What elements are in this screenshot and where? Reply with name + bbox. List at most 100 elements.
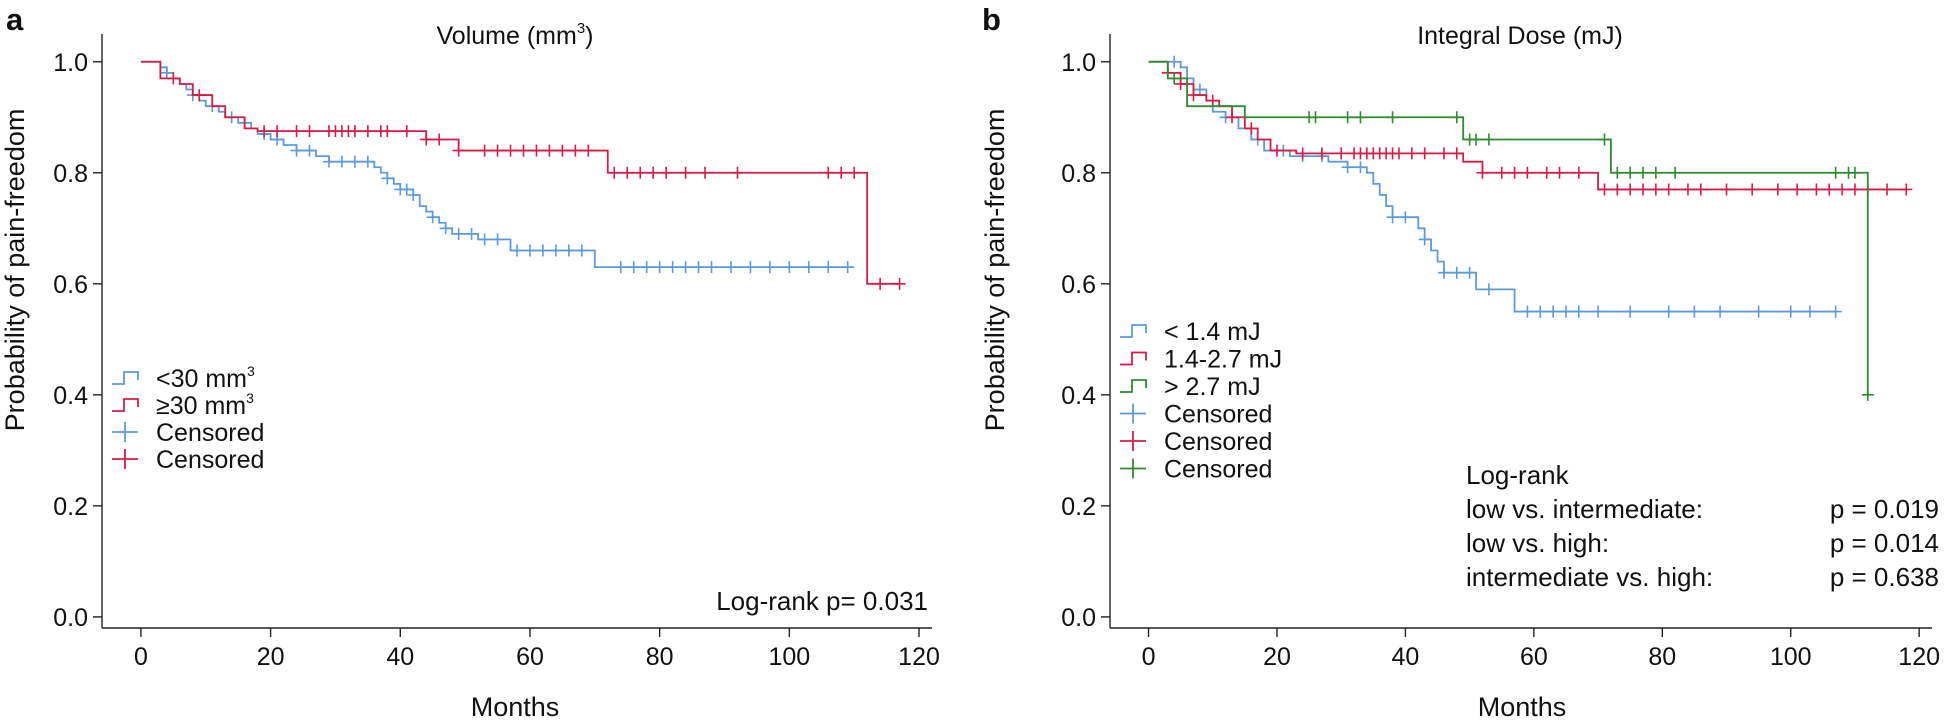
censor-mark-blue (407, 188, 420, 201)
x-tick-label: 20 (257, 643, 285, 671)
panel-a-y-axis-label: Probability of pain-freedom (0, 109, 30, 432)
censor-mark-blue (1450, 266, 1463, 279)
censor-mark-red (290, 125, 303, 138)
legend-label-text: < 1.4 mJ (1164, 318, 1261, 346)
censor-mark-red (1437, 147, 1450, 160)
censor-mark-blue (1341, 161, 1354, 174)
panel-a-logrank-text: Log-rank p= 0.031 (716, 586, 928, 616)
censor-mark-red (530, 144, 543, 157)
panel-b-x-ticks: 0 20 40 60 80 100 120 (1142, 628, 1940, 671)
censor-mark-green (1669, 166, 1682, 179)
y-tick-label: 0.8 (53, 160, 88, 188)
censor-mark-green (1354, 111, 1367, 124)
censor-mark-blue (1662, 305, 1675, 318)
censor-mark-red (1392, 147, 1405, 160)
censor-mark-red (1848, 183, 1861, 196)
censor-mark-red (582, 144, 595, 157)
panel-b-x-axis-label: Months (1478, 692, 1567, 722)
censor-mark-red (1637, 183, 1650, 196)
censor-mark-red (167, 72, 180, 85)
censor-mark-red (433, 133, 446, 146)
legend-step-symbol-red (112, 398, 139, 412)
legend-label: Censored (1164, 428, 1272, 456)
y-tick-label: 0.8 (1061, 160, 1096, 188)
censor-mark-blue (679, 261, 692, 274)
legend-label: ≥30 mm3 (156, 390, 254, 420)
censor-mark-red (679, 166, 692, 179)
censor-mark-green (1637, 166, 1650, 179)
censor-mark-red (848, 166, 861, 179)
x-tick-label: 80 (1648, 643, 1676, 671)
censor-mark-red (1746, 183, 1759, 196)
censor-mark-blue (744, 261, 757, 274)
censor-mark-red (478, 144, 491, 157)
censor-mark-red (1495, 166, 1508, 179)
censor-mark-red (1270, 144, 1283, 157)
x-tick-label: 40 (1392, 643, 1420, 671)
panel-a-stats: Log-rank p= 0.031 (716, 586, 928, 616)
panel-a-x-ticks: 0 20 40 60 80 100 120 (134, 628, 940, 671)
censor-mark-red (822, 166, 835, 179)
x-tick-label: 20 (1263, 643, 1291, 671)
censor-mark-red (193, 89, 206, 102)
censor-mark-blue (575, 244, 588, 257)
censor-mark-red (1508, 166, 1521, 179)
legend-label: > 2.7 mJ (1164, 373, 1261, 401)
survival-curve-green (1148, 60, 1869, 395)
x-tick-label: 100 (1770, 643, 1812, 671)
censor-mark-blue (1521, 305, 1534, 318)
censor-mark-blue (1803, 305, 1816, 318)
legend-label-text: <30 mm (156, 365, 247, 393)
censor-mark-red (1611, 183, 1624, 196)
censor-mark-blue (1829, 305, 1842, 318)
censor-mark-red (569, 144, 582, 157)
censor-mark-blue (303, 144, 316, 157)
censor-mark-red (517, 144, 530, 157)
survival-curve-red (140, 60, 900, 285)
censor-mark-red (491, 144, 504, 157)
panel-a-series (140, 60, 906, 290)
legend-label: Censored (156, 446, 264, 474)
panel-b-y-axis-label: Probability of pain-freedom (980, 109, 1010, 432)
censor-mark-red (835, 166, 848, 179)
y-tick-label: 0.4 (1061, 382, 1096, 410)
panel-a-title-text: Volume (mm (437, 22, 577, 50)
censor-mark-blue (627, 261, 640, 274)
legend-censor-symbol-blue (1120, 403, 1146, 424)
legend-label-superscript: 3 (246, 390, 254, 406)
x-tick-label: 120 (898, 643, 940, 671)
censor-mark-blue (549, 244, 562, 257)
censor-mark-green (1611, 166, 1624, 179)
censor-mark-blue (1418, 233, 1431, 246)
censor-mark-red (1553, 166, 1566, 179)
x-tick-label: 0 (1142, 643, 1156, 671)
censor-mark-blue (381, 172, 394, 185)
censor-mark-red (621, 166, 634, 179)
censor-mark-blue (1463, 266, 1476, 279)
censor-mark-red (504, 144, 517, 157)
censor-mark-red (543, 144, 556, 157)
censor-mark-green (1309, 111, 1322, 124)
censor-mark-red (1315, 147, 1328, 160)
censor-mark-blue (783, 261, 796, 274)
censor-mark-red (874, 277, 887, 290)
x-tick-label: 80 (646, 643, 674, 671)
panel-b-y-ticks: 0.0 0.2 0.4 0.6 0.8 1.0 (1061, 49, 1110, 632)
censor-mark-red (258, 125, 271, 138)
censor-mark-red (634, 166, 647, 179)
censor-mark-red (731, 166, 744, 179)
panel-b-label: b (982, 2, 1001, 37)
y-tick-label: 0.0 (1061, 604, 1096, 632)
censor-mark-blue (400, 183, 413, 196)
y-tick-label: 0.2 (53, 493, 88, 521)
legend-label: <30 mm3 (156, 363, 255, 393)
censor-mark-blue (562, 244, 575, 257)
censor-mark-red (1720, 183, 1733, 196)
censor-mark-blue (1752, 305, 1765, 318)
legend-step-symbol-blue (1120, 324, 1147, 338)
panel-b-legend: < 1.4 mJ1.4-2.7 mJ> 2.7 mJCensoredCensor… (1120, 318, 1282, 484)
censor-mark-red (1881, 183, 1894, 196)
censor-mark-blue (1482, 283, 1495, 296)
